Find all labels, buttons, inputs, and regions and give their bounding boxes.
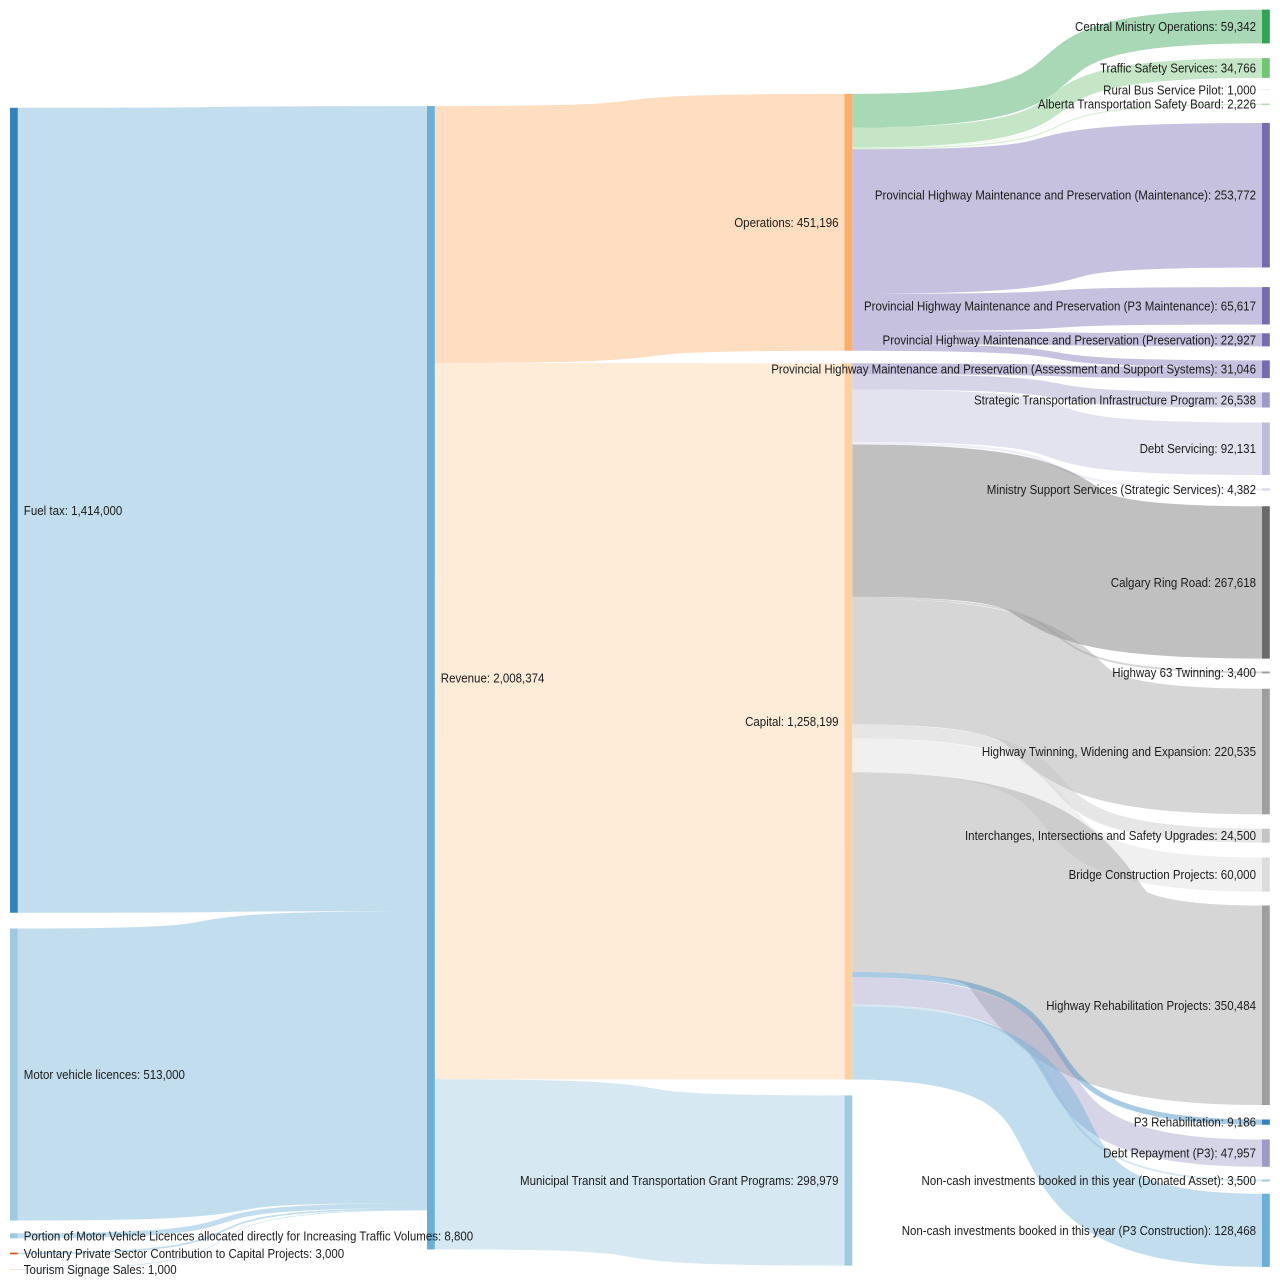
sankey-node-interchanges	[1262, 828, 1270, 843]
sankey-node-phmp_p3_maintenance	[1262, 287, 1270, 325]
sankey-node-label-fuel_tax: Fuel tax: 1,414,000	[24, 503, 123, 518]
sankey-node-highway_rehabilitation	[1262, 905, 1270, 1106]
sankey-node-stip	[1262, 392, 1270, 408]
sankey-link-fuel_tax-to-revenue	[17, 106, 428, 913]
sankey-node-phmp_assessment	[1262, 360, 1270, 379]
sankey-node-bridge_construction	[1262, 857, 1270, 892]
sankey-node-label-rural_bus: Rural Bus Service Pilot: 1,000	[1103, 82, 1256, 97]
sankey-node-highway_63	[1262, 671, 1270, 674]
sankey-node-noncash_p3_construction	[1262, 1193, 1270, 1267]
sankey-node-tourism_signage	[10, 1269, 18, 1270]
sankey-node-voluntary_private	[10, 1252, 18, 1255]
sankey-link-capital-to-phmp_assessment	[852, 363, 1263, 379]
sankey-node-label-traffic_safety: Traffic Safety Services: 34,766	[1100, 60, 1256, 75]
sankey-node-p3_rehabilitation	[1262, 1119, 1270, 1125]
sankey-node-label-p3_rehabilitation: P3 Rehabilitation: 9,186	[1134, 1115, 1256, 1130]
sankey-node-label-revenue: Revenue: 2,008,374	[441, 670, 545, 685]
sankey-links-layer	[17, 9, 1263, 1270]
sankey-link-capital-to-p3_rehabilitation	[852, 971, 1263, 1125]
sankey-node-label-municipal_transit: Municipal Transit and Transportation Gra…	[520, 1173, 838, 1188]
sankey-link-tourism_signage-to-revenue	[17, 1209, 428, 1270]
sankey-node-debt_repayment_p3	[1262, 1139, 1270, 1167]
sankey-link-capital-to-highway_twinning	[852, 598, 1263, 815]
sankey-link-capital-to-bridge_construction	[852, 738, 1263, 892]
sankey-link-operations-to-phmp_maintenance	[852, 122, 1263, 294]
sankey-node-label-capital: Capital: 1,258,199	[745, 714, 838, 729]
sankey-node-debt_servicing	[1262, 422, 1270, 475]
sankey-link-revenue-to-municipal_transit	[434, 1079, 845, 1266]
sankey-labels-layer: Fuel tax: 1,414,000 Motor vehicle licence…	[24, 19, 1256, 1277]
sankey-node-label-highway_63: Highway 63 Twinning: 3,400	[1112, 665, 1256, 680]
sankey-node-phmp_maintenance	[1262, 123, 1270, 268]
sankey-node-motor_vehicle_licences	[10, 928, 18, 1221]
sankey-node-label-interchanges: Interchanges, Intersections and Safety U…	[965, 828, 1256, 843]
sankey-node-municipal_transit	[844, 1095, 853, 1266]
sankey-node-atsb	[1262, 103, 1270, 105]
sankey-node-label-tourism_signage: Tourism Signage Sales: 1,000	[24, 1262, 177, 1277]
sankey-node-rural_bus	[1262, 89, 1270, 91]
sankey-link-capital-to-noncash_p3_construction	[852, 1006, 1263, 1267]
sankey-node-label-portion_mvl: Portion of Motor Vehicle Licences alloca…	[24, 1228, 473, 1243]
sankey-node-label-central_ministry: Central Ministry Operations: 59,342	[1075, 19, 1256, 34]
sankey-node-traffic_safety	[1262, 58, 1270, 78]
sankey-node-label-ministry_support: Ministry Support Services (Strategic Ser…	[987, 482, 1256, 497]
sankey-node-calgary_ring_road	[1262, 506, 1270, 659]
sankey-node-label-phmp_p3_maintenance: Provincial Highway Maintenance and Prese…	[864, 298, 1256, 313]
sankey-node-central_ministry	[1262, 9, 1270, 44]
sankey-node-capital	[844, 363, 853, 1080]
sankey-link-capital-to-debt_repayment_p3	[852, 977, 1263, 1167]
sankey-link-portion_mvl-to-revenue	[17, 1203, 428, 1239]
sankey-link-capital-to-stip	[852, 374, 1263, 408]
sankey-link-capital-to-highway_63	[852, 596, 1263, 674]
sankey-link-capital-to-calgary_ring_road	[852, 444, 1263, 659]
sankey-node-label-motor_vehicle_licences: Motor vehicle licences: 513,000	[24, 1067, 185, 1082]
sankey-link-voluntary_private-to-revenue	[17, 1208, 428, 1255]
sankey-node-label-operations: Operations: 451,196	[734, 215, 838, 230]
sankey-link-operations-to-phmp_assessment	[852, 344, 1263, 367]
sankey-link-operations-to-phmp_p3_maintenance	[852, 287, 1263, 332]
sankey-node-label-phmp_maintenance: Provincial Highway Maintenance and Prese…	[875, 188, 1256, 203]
sankey-node-label-bridge_construction: Bridge Construction Projects: 60,000	[1069, 867, 1256, 882]
sankey-node-noncash_donated	[1262, 1179, 1270, 1182]
sankey-link-revenue-to-operations	[434, 93, 845, 363]
sankey-node-label-noncash_p3_construction: Non-cash investments booked in this year…	[902, 1223, 1256, 1238]
sankey-nodes-layer	[10, 9, 1270, 1270]
sankey-node-label-calgary_ring_road: Calgary Ring Road: 267,618	[1111, 575, 1256, 590]
sankey-node-ministry_support	[1262, 488, 1270, 491]
sankey-link-capital-to-noncash_donated	[852, 1004, 1263, 1182]
sankey-link-operations-to-central_ministry	[852, 9, 1263, 128]
sankey-link-capital-to-debt_servicing	[852, 389, 1263, 475]
sankey-node-fuel_tax	[10, 107, 18, 913]
sankey-node-label-phmp_preservation: Provincial Highway Maintenance and Prese…	[883, 332, 1256, 347]
sankey-link-operations-to-phmp_preservation	[852, 331, 1263, 347]
sankey-node-label-stip: Strategic Transportation Infrastructure …	[974, 392, 1256, 407]
sankey-node-label-voluntary_private: Voluntary Private Sector Contribution to…	[24, 1246, 344, 1261]
sankey-node-label-debt_repayment_p3: Debt Repayment (P3): 47,957	[1103, 1146, 1256, 1161]
sankey-node-label-highway_twinning: Highway Twinning, Widening and Expansion…	[982, 744, 1256, 759]
sankey-link-motor_vehicle_licences-to-revenue	[17, 911, 428, 1221]
sankey-node-phmp_preservation	[1262, 333, 1270, 347]
sankey-link-operations-to-atsb	[852, 103, 1263, 150]
sankey-node-label-debt_servicing: Debt Servicing: 92,131	[1140, 441, 1256, 456]
sankey-link-capital-to-interchanges	[852, 724, 1263, 843]
sankey-node-label-phmp_assessment: Provincial Highway Maintenance and Prese…	[771, 362, 1256, 377]
sankey-link-capital-to-highway_rehabilitation	[851, 772, 1263, 1106]
sankey-link-operations-to-traffic_safety	[852, 58, 1263, 148]
sankey-link-capital-to-ministry_support	[852, 441, 1263, 491]
sankey-node-revenue	[427, 106, 435, 1250]
sankey-node-label-noncash_donated: Non-cash investments booked in this year…	[922, 1173, 1256, 1188]
sankey-node-portion_mvl	[10, 1233, 18, 1239]
sankey-node-label-atsb: Alberta Transportation Safety Board: 2,2…	[1038, 97, 1256, 112]
sankey-link-operations-to-rural_bus	[852, 89, 1263, 149]
sankey-node-label-highway_rehabilitation: Highway Rehabilitation Projects: 350,484	[1046, 998, 1256, 1013]
sankey-node-operations	[844, 93, 853, 351]
sankey-node-highway_twinning	[1262, 688, 1270, 815]
